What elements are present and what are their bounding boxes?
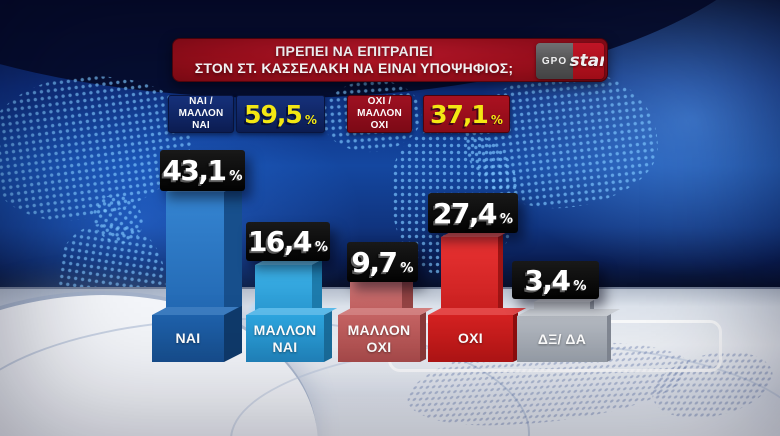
gpo-star-logo: GPO star xyxy=(536,43,604,79)
value-plate-dxda: 3,4 % xyxy=(512,261,599,299)
summary-no-number: 37,1 xyxy=(430,99,489,129)
pedestal-nai: ΝΑΙ xyxy=(152,305,242,362)
bar-nai xyxy=(166,182,242,324)
summary-no-label-line2: ΜΑΛΛΟΝ xyxy=(357,108,402,120)
bar-category-label: ΔΞ/ ΔΑ xyxy=(537,330,587,347)
bar-category-label: ΝΑΙ xyxy=(175,330,201,347)
value-number: 27,4 xyxy=(432,196,498,230)
pedestal-dxda-top xyxy=(517,309,621,316)
pedestal-dxda: ΔΞ/ ΔΑ xyxy=(517,309,621,362)
value-plate-oxi: 27,4 % xyxy=(428,193,518,233)
bar-category-label: ΟΧΙ xyxy=(457,330,484,347)
summary-yes-number: 59,5 xyxy=(244,99,303,129)
bar-nai-front xyxy=(166,192,224,324)
pedestal-mallon-oxi: ΜΑΛΛΟΝ ΟΧΙ xyxy=(338,308,434,362)
pedestal-mallon-nai-side xyxy=(324,310,332,362)
pedestal-mallon-nai: ΜΑΛΛΟΝ ΝΑΙ xyxy=(246,308,338,362)
value-number: 43,1 xyxy=(162,154,227,187)
summary-yes-label-line2: ΜΑΛΛΟΝ xyxy=(178,108,224,120)
percent-sign: % xyxy=(304,113,317,127)
value-number: 9,7 xyxy=(351,245,398,279)
value-plate-mallon-nai: 16,4 % xyxy=(246,222,330,261)
percent-sign: % xyxy=(573,278,587,294)
percent-sign: % xyxy=(500,211,514,227)
summary-yes-label-line1: ΝΑΙ / xyxy=(189,96,213,108)
pedestal-oxi-front xyxy=(428,315,513,362)
bar-nai-side xyxy=(224,182,242,324)
pedestal-nai-side xyxy=(224,305,242,362)
star-channel-logo: star xyxy=(569,43,604,79)
summary-no-label: ΟΧΙ / ΜΑΛΛΟΝ ΟΧΙ xyxy=(347,95,412,133)
summary-no-label-line3: ΟΧΙ xyxy=(370,119,389,131)
pedestal-mallon-nai-top xyxy=(246,308,338,315)
question-title-line2: ΣΤΟΝ ΣΤ. ΚΑΣΣΕΛΑΚΗ ΝΑ ΕΙΝΑΙ ΥΠΟΨΗΦΙΟΣ; xyxy=(194,60,514,76)
question-banner: ΠΡΕΠΕΙ ΝΑ ΕΠΙΤΡΑΠΕΙ ΣΤΟΝ ΣΤ. ΚΑΣΣΕΛΑΚΗ Ν… xyxy=(172,38,608,82)
value-plate-nai: 43,1 % xyxy=(160,150,245,191)
pedestal-mallon-oxi-front xyxy=(338,315,420,362)
pedestal-oxi-top xyxy=(428,308,527,315)
percent-sign: % xyxy=(315,240,329,255)
pedestal-oxi: ΟΧΙ xyxy=(428,308,527,362)
bar-category-label: ΜΑΛΛΟΝ ΝΑΙ xyxy=(253,322,317,355)
percent-sign: % xyxy=(229,169,243,184)
value-number: 3,4 xyxy=(524,263,571,297)
bar-category-label: ΜΑΛΛΟΝ ΟΧΙ xyxy=(347,322,411,355)
summary-yes-value: 59,5 % xyxy=(236,95,325,133)
value-number: 16,4 xyxy=(247,225,313,258)
summary-no-value: 37,1 % xyxy=(423,95,510,133)
percent-sign: % xyxy=(400,260,414,276)
gpo-logo: GPO xyxy=(536,43,573,79)
pedestal-mallon-nai-front xyxy=(246,315,324,362)
summary-no-label-line1: ΟΧΙ / xyxy=(367,96,392,108)
pedestal-dxda-front xyxy=(517,316,607,362)
question-title-line1: ΠΡΕΠΕΙ ΝΑ ΕΠΙΤΡΑΠΕΙ xyxy=(275,43,433,60)
pedestal-mallon-oxi-side xyxy=(420,311,426,362)
pedestal-nai-front xyxy=(152,315,224,362)
summary-yes-label-line3: ΝΑΙ xyxy=(192,119,210,131)
pedestal-nai-top xyxy=(152,307,240,315)
pedestal-mallon-oxi-top xyxy=(338,308,434,315)
pedestal-dxda-side xyxy=(607,313,611,362)
percent-sign: % xyxy=(490,113,503,127)
summary-yes-label: ΝΑΙ / ΜΑΛΛΟΝ ΝΑΙ xyxy=(168,95,234,133)
question-title: ΠΡΕΠΕΙ ΝΑ ΕΠΙΤΡΑΠΕΙ ΣΤΟΝ ΣΤ. ΚΑΣΣΕΛΑΚΗ Ν… xyxy=(183,39,525,81)
value-plate-mallon-oxi: 9,7 % xyxy=(347,242,418,282)
